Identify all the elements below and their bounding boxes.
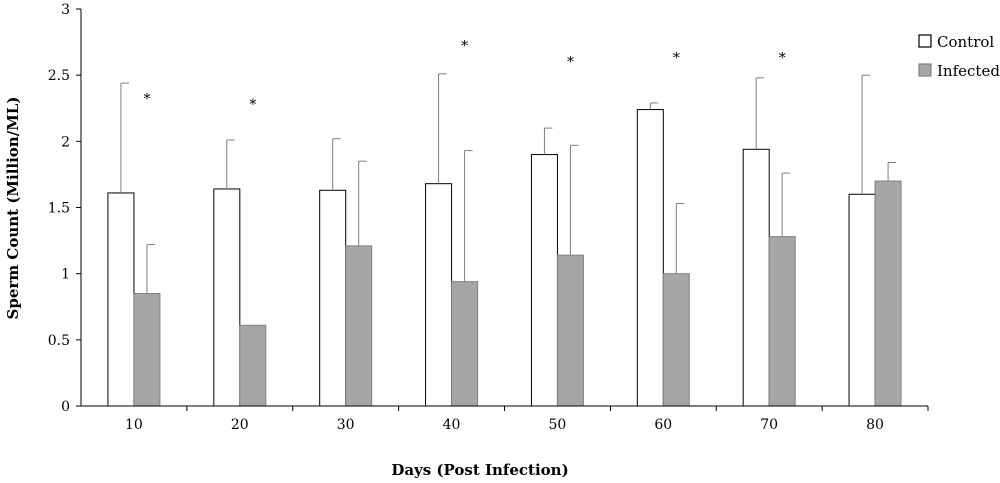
bar-control-60 — [636, 109, 664, 407]
bar-control-70 — [742, 148, 770, 407]
bar-infected-50 — [556, 254, 584, 407]
bar-infected-70 — [768, 236, 796, 407]
legend-label-infected: Infected — [937, 62, 1000, 80]
bar-control-10 — [107, 192, 135, 407]
significance-marker-70: * — [779, 51, 786, 67]
legend-label-control: Control — [937, 33, 994, 51]
bar-infected-40 — [451, 281, 479, 407]
x-tick-label: 10 — [125, 417, 143, 433]
y-tick-label: 0 — [61, 399, 70, 415]
x-tick-label: 20 — [231, 417, 249, 433]
x-tick-label: 30 — [337, 417, 355, 433]
x-axis-title: Days (Post Infection) — [391, 461, 568, 479]
x-tick-label: 40 — [443, 417, 461, 433]
bar-control-40 — [425, 183, 453, 407]
y-tick-label: 0.5 — [48, 333, 70, 349]
y-axis-title: Sperm Count (Million/ML) — [4, 97, 22, 320]
bar-control-30 — [319, 189, 347, 407]
significance-marker-10: * — [143, 92, 150, 108]
y-axis-ticks: 0 0.5 1 1.5 2 2.5 3 — [48, 2, 81, 415]
significance-markers: * * * * * * — [143, 39, 785, 113]
y-tick-label: 2.5 — [48, 68, 70, 84]
bars — [107, 109, 902, 407]
y-tick-label: 1 — [61, 267, 70, 283]
significance-marker-60: * — [673, 51, 680, 67]
x-tick-label: 60 — [654, 417, 672, 433]
bar-infected-80 — [874, 180, 902, 407]
significance-marker-20: * — [249, 97, 256, 113]
bar-infected-30 — [345, 245, 373, 407]
bar-control-50 — [530, 154, 558, 407]
bar-infected-20 — [239, 324, 267, 407]
x-tick-label: 70 — [760, 417, 778, 433]
x-axis-ticks: 10 20 30 40 50 60 70 80 — [125, 406, 929, 433]
bar-control-80 — [848, 193, 876, 407]
y-tick-label: 2 — [61, 134, 70, 150]
legend: Control Infected — [918, 33, 1000, 80]
x-tick-label: 80 — [866, 417, 884, 433]
legend-swatch-infected — [918, 63, 932, 77]
significance-marker-40: * — [461, 39, 468, 55]
legend-swatch-control — [918, 34, 932, 48]
y-tick-label: 1.5 — [48, 201, 70, 217]
significance-marker-50: * — [567, 55, 574, 71]
error-bars — [120, 73, 897, 294]
bar-control-20 — [213, 188, 241, 407]
bar-infected-10 — [133, 293, 161, 407]
y-tick-label: 3 — [61, 2, 70, 18]
x-tick-label: 50 — [549, 417, 567, 433]
bar-infected-60 — [662, 273, 690, 407]
